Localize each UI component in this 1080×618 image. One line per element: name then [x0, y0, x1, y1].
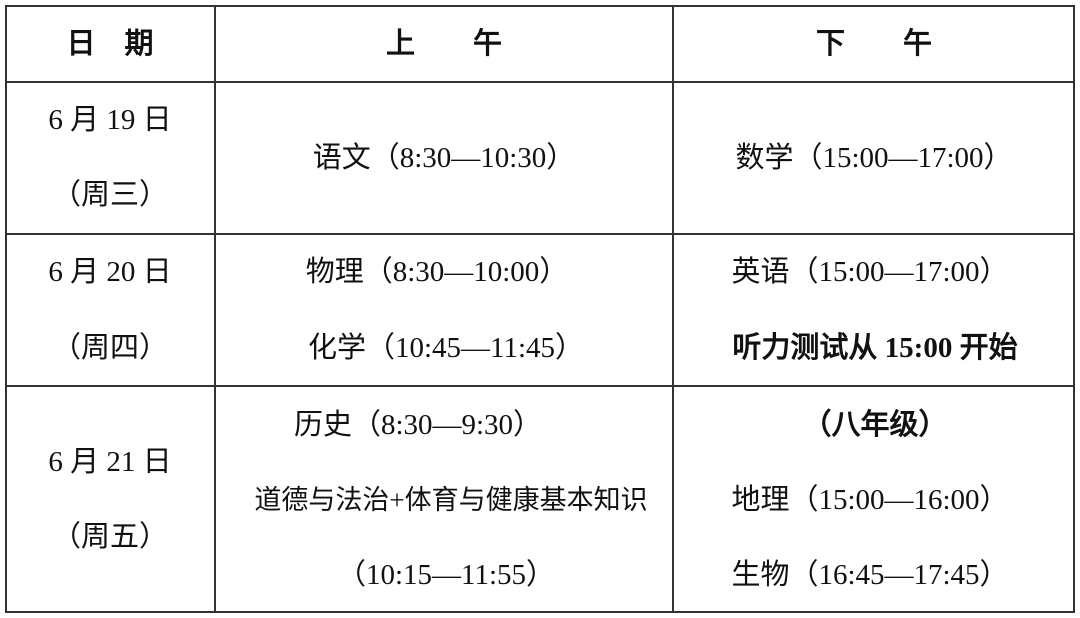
table-border [5, 611, 1075, 613]
row-weekday: （周四） [51, 332, 169, 364]
table-border [5, 5, 1075, 7]
morning-exam: 道德与法治+体育与健康基本知识 [254, 485, 648, 515]
column-divider [672, 5, 674, 612]
column-divider [214, 5, 216, 612]
afternoon-exam: 英语（15:00—17:00） [731, 256, 1009, 288]
morning-exam: 物理（8:30—10:00） [305, 256, 569, 288]
row-date: 6 月 20 日 [48, 256, 172, 288]
grade-note: （八年级） [802, 409, 948, 441]
morning-exam: 语文（8:30—10:30） [312, 142, 576, 174]
header-morning: 上 午 [385, 26, 503, 60]
morning-exam-time: （10:15—11:55） [336, 559, 556, 591]
listening-note: 听力测试从 15:00 开始 [732, 332, 1018, 364]
row-divider [5, 81, 1075, 83]
row-divider [5, 385, 1075, 387]
afternoon-exam: 地理（15:00—16:00） [731, 484, 1009, 516]
row-date: 6 月 19 日 [48, 104, 172, 136]
row-date: 6 月 21 日 [48, 446, 172, 478]
morning-exam: 历史（8:30—9:30） [293, 409, 543, 441]
row-weekday: （周五） [51, 521, 169, 553]
row-weekday: （周三） [51, 179, 169, 211]
row-divider [5, 233, 1075, 235]
table-border [5, 5, 7, 612]
header-date: 日 期 [66, 26, 154, 60]
table-border [1073, 5, 1075, 612]
afternoon-exam: 生物（16:45—17:45） [731, 559, 1009, 591]
morning-exam: 化学（10:45—11:45） [307, 332, 585, 364]
header-afternoon: 下 午 [815, 26, 933, 60]
afternoon-exam: 数学（15:00—17:00） [735, 142, 1013, 174]
